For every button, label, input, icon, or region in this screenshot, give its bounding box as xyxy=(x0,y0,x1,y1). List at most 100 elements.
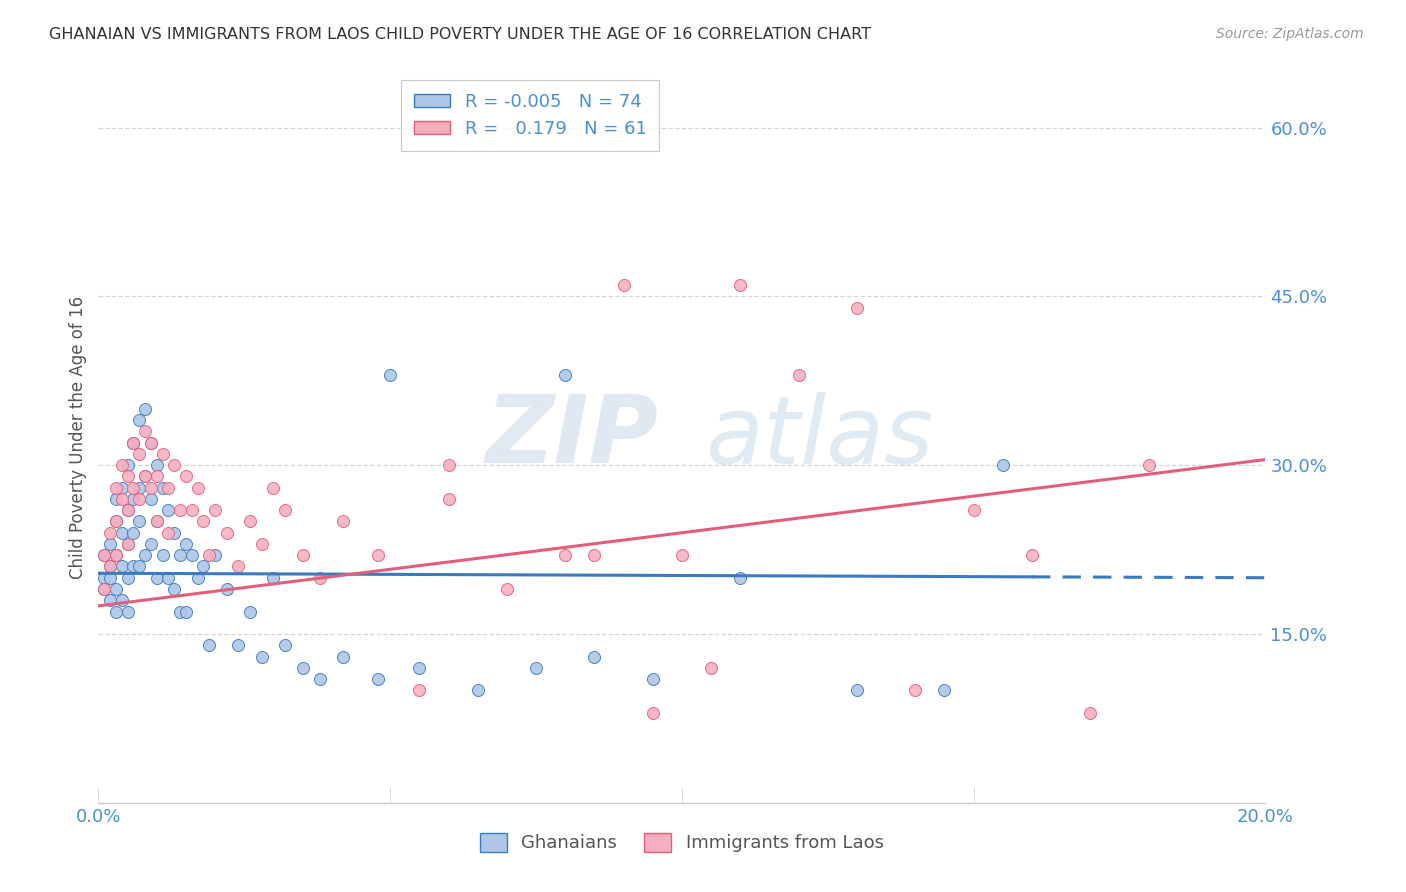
Point xyxy=(117,503,139,517)
Point xyxy=(169,605,191,619)
Point xyxy=(215,582,238,596)
Point xyxy=(152,447,174,461)
Point xyxy=(193,559,215,574)
Point xyxy=(134,469,156,483)
Point xyxy=(111,593,134,607)
Point xyxy=(239,515,262,529)
Point xyxy=(117,537,139,551)
Point xyxy=(262,571,284,585)
Point xyxy=(163,582,186,596)
Point xyxy=(250,537,273,551)
Text: Source: ZipAtlas.com: Source: ZipAtlas.com xyxy=(1216,27,1364,41)
Point xyxy=(437,458,460,473)
Point xyxy=(169,503,191,517)
Point xyxy=(228,559,250,574)
Point xyxy=(239,605,262,619)
Point xyxy=(128,515,150,529)
Point xyxy=(187,571,209,585)
Point xyxy=(122,559,145,574)
Point xyxy=(104,605,127,619)
Point xyxy=(496,582,519,596)
Point xyxy=(117,458,139,473)
Point xyxy=(152,481,174,495)
Point xyxy=(367,672,389,686)
Point xyxy=(846,683,869,698)
Point xyxy=(111,559,134,574)
Text: atlas: atlas xyxy=(706,392,934,483)
Point xyxy=(104,515,127,529)
Point xyxy=(128,481,150,495)
Point xyxy=(122,435,145,450)
Point xyxy=(122,435,145,450)
Point xyxy=(583,649,606,664)
Point xyxy=(134,425,156,439)
Point xyxy=(146,458,169,473)
Point xyxy=(198,548,221,562)
Point xyxy=(117,537,139,551)
Point xyxy=(291,661,314,675)
Point xyxy=(309,571,332,585)
Point xyxy=(730,278,752,293)
Point xyxy=(671,548,693,562)
Y-axis label: Child Poverty Under the Age of 16: Child Poverty Under the Age of 16 xyxy=(69,295,87,579)
Point xyxy=(98,593,121,607)
Point xyxy=(730,571,752,585)
Point xyxy=(122,481,145,495)
Point xyxy=(134,401,156,416)
Point xyxy=(98,571,121,585)
Point xyxy=(157,571,180,585)
Point xyxy=(180,548,202,562)
Point xyxy=(139,435,162,450)
Point xyxy=(934,683,956,698)
Point xyxy=(904,683,927,698)
Point xyxy=(367,548,389,562)
Point xyxy=(524,661,547,675)
Point xyxy=(146,515,169,529)
Point xyxy=(111,458,134,473)
Point xyxy=(554,548,576,562)
Point xyxy=(991,458,1014,473)
Point xyxy=(641,706,664,720)
Point xyxy=(169,548,191,562)
Text: GHANAIAN VS IMMIGRANTS FROM LAOS CHILD POVERTY UNDER THE AGE OF 16 CORRELATION C: GHANAIAN VS IMMIGRANTS FROM LAOS CHILD P… xyxy=(49,27,872,42)
Point xyxy=(139,435,162,450)
Point xyxy=(146,515,169,529)
Point xyxy=(146,571,169,585)
Point xyxy=(583,548,606,562)
Point xyxy=(93,571,115,585)
Point xyxy=(122,525,145,540)
Point xyxy=(612,278,634,293)
Point xyxy=(146,469,169,483)
Point xyxy=(1021,548,1043,562)
Point xyxy=(204,503,226,517)
Point xyxy=(332,515,354,529)
Point xyxy=(98,559,121,574)
Point xyxy=(104,515,127,529)
Point xyxy=(163,458,186,473)
Point xyxy=(467,683,489,698)
Point xyxy=(93,548,115,562)
Point xyxy=(641,672,664,686)
Point xyxy=(128,491,150,506)
Point xyxy=(117,503,139,517)
Point xyxy=(111,491,134,506)
Point xyxy=(554,368,576,383)
Point xyxy=(139,481,162,495)
Point xyxy=(846,301,869,315)
Point xyxy=(157,481,180,495)
Point xyxy=(180,503,202,517)
Point xyxy=(98,537,121,551)
Point xyxy=(204,548,226,562)
Point xyxy=(104,548,127,562)
Point xyxy=(157,525,180,540)
Point xyxy=(128,413,150,427)
Legend: Ghanaians, Immigrants from Laos: Ghanaians, Immigrants from Laos xyxy=(472,826,891,860)
Point xyxy=(274,503,297,517)
Point xyxy=(104,491,127,506)
Point xyxy=(157,503,180,517)
Point xyxy=(111,481,134,495)
Point xyxy=(274,638,297,652)
Point xyxy=(408,661,430,675)
Point xyxy=(1080,706,1102,720)
Point xyxy=(111,525,134,540)
